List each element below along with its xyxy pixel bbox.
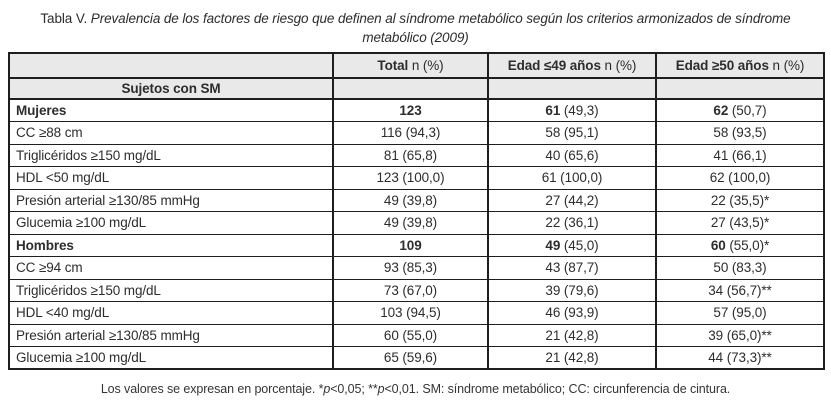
row-label: Triglicéridos ≥150 mg/dL [8,278,334,302]
row-label: HDL <50 mg/dL [8,166,334,190]
cell-value: 49 (39,8) [332,188,489,212]
cell-value: 49 (45,0) [487,233,657,257]
cell-value: 109 [332,233,489,257]
cell-value: 60 (55,0) [332,323,489,347]
footnote-segment: <0,05; ** [330,382,378,396]
cell-value: 93 (85,3) [332,256,489,280]
footnote: Los valores se expresan en porcentaje. *… [0,382,831,396]
table-title: Tabla V. Prevalencia de los factores de … [31,0,801,47]
subheader-label: Sujetos con SM [8,77,334,100]
cell-value: 44 (73,3)** [655,346,825,370]
cell-value: 22 (36,1) [487,211,657,235]
table-title-prefix: Tabla V. [40,11,91,26]
cell-value: 39 (65,0)** [655,323,825,347]
table-row: Presión arterial ≥130/85 mmHg 49 (39,8) 27… [8,188,825,212]
prevalence-table: Total n (%) Edad ≤49 años n (%) Edad ≥50 a… [8,52,825,370]
table-row: HDL <40 mg/dL 103 (94,5) 46 (93,9) 57 (95,0… [8,301,825,325]
table-row: CC ≥94 cm 93 (85,3) 43 (87,7) 50 (83,3) [8,256,825,280]
table-row: Glucemia ≥100 mg/dL 65 (59,6) 21 (42,8) 44 … [8,346,825,370]
cell-value: 43 (87,7) [487,256,657,280]
cell-value: 123 [332,98,489,122]
cell-value: 61 (49,3) [487,98,657,122]
table-row: CC ≥88 cm 116 (94,3) 58 (95,1) 58 (93,5) [8,121,825,145]
subheader-row: Sujetos con SM [8,77,825,100]
cell-value: 58 (95,1) [487,121,657,145]
table-row: Hombres 109 49 (45,0) 60 (55,0)* [8,233,825,257]
footnote-segment: p [323,382,331,396]
footnote-segment: Los valores se expresan en porcentaje. * [100,382,324,396]
cell-value: 21 (42,8) [487,346,657,370]
cell-value: 58 (93,5) [655,121,825,145]
cell-value: 50 (83,3) [655,256,825,280]
subheader-empty-cell [332,77,489,100]
cell-value: 116 (94,3) [332,121,489,145]
table-row: Triglicéridos ≥150 mg/dL 73 (67,0) 39 (79,… [8,278,825,302]
table-head: Total n (%) Edad ≤49 años n (%) Edad ≥50 a… [8,52,825,100]
cell-value: 62 (100,0) [655,166,825,190]
row-label: Presión arterial ≥130/85 mmHg [8,188,334,212]
column-header: Total n (%) [332,52,489,79]
subheader-empty-cell [487,77,657,100]
row-label: Mujeres [8,98,334,122]
row-label: Hombres [8,233,334,257]
cell-value: 21 (42,8) [487,323,657,347]
cell-value: 62 (50,7) [655,98,825,122]
cell-value: 81 (65,8) [332,143,489,167]
cell-value: 60 (55,0)* [655,233,825,257]
cell-value: 34 (56,7)** [655,278,825,302]
cell-value: 46 (93,9) [487,301,657,325]
table-row: Presión arterial ≥130/85 mmHg 60 (55,0) 21… [8,323,825,347]
cell-value: 27 (43,5)* [655,211,825,235]
column-header: Edad ≤49 años n (%) [487,52,657,79]
row-label: CC ≥88 cm [8,121,334,145]
cell-value: 103 (94,5) [332,301,489,325]
row-label: Presión arterial ≥130/85 mmHg [8,323,334,347]
cell-value: 123 (100,0) [332,166,489,190]
cell-value: 40 (65,6) [487,143,657,167]
table-row: Triglicéridos ≥150 mg/dL 81 (65,8) 40 (65,… [8,143,825,167]
cell-value: 39 (79,6) [487,278,657,302]
table-row: Glucemia ≥100 mg/dL 49 (39,8) 22 (36,1) 27 … [8,211,825,235]
table-title-text: Prevalencia de los factores de riesgo qu… [90,11,791,45]
footnote-segment: <0,01. SM: síndrome metabólico; CC: circ… [384,382,731,396]
footnote-segment: p [377,382,385,396]
row-label: CC ≥94 cm [8,256,334,280]
column-header: Edad ≥50 años n (%) [655,52,825,79]
row-label: Glucemia ≥100 mg/dL [8,346,334,370]
cell-value: 27 (44,2) [487,188,657,212]
cell-value: 61 (100,0) [487,166,657,190]
cell-value: 22 (35,5)* [655,188,825,212]
row-label: HDL <40 mg/dL [8,301,334,325]
row-label: Triglicéridos ≥150 mg/dL [8,143,334,167]
subheader-empty-cell [655,77,825,100]
table-row: HDL <50 mg/dL 123 (100,0) 61 (100,0) 62 (10… [8,166,825,190]
cell-value: 41 (66,1) [655,143,825,167]
cell-value: 49 (39,8) [332,211,489,235]
cell-value: 65 (59,6) [332,346,489,370]
header-row: Total n (%) Edad ≤49 años n (%) Edad ≥50 a… [8,52,825,79]
row-label: Glucemia ≥100 mg/dL [8,211,334,235]
table-body: Mujeres 123 61 (49,3) 62 (50,7) CC ≥88 cm 116… [8,98,825,370]
cell-value: 57 (95,0) [655,301,825,325]
cell-value: 73 (67,0) [332,278,489,302]
table-row: Mujeres 123 61 (49,3) 62 (50,7) [8,98,825,122]
column-header [8,52,334,79]
